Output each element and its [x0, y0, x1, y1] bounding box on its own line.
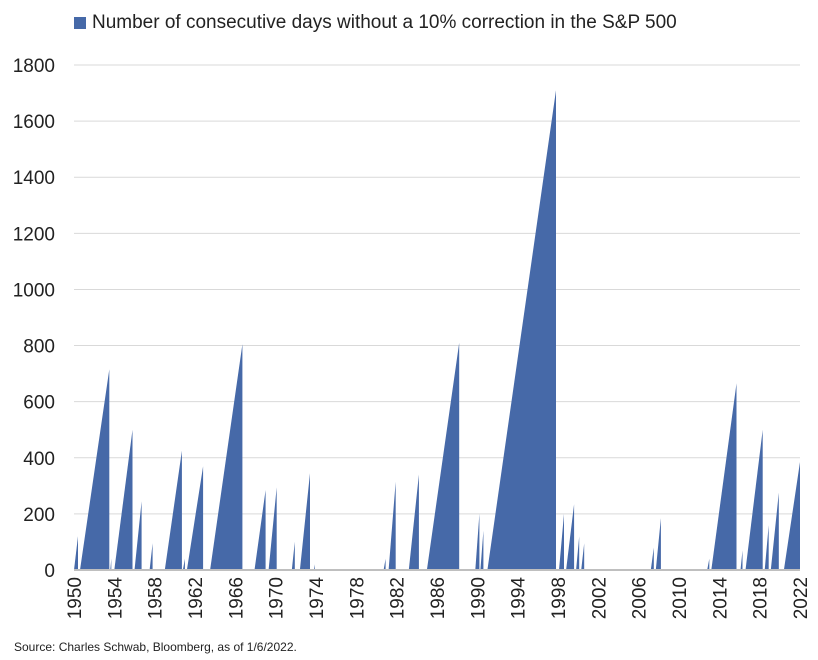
area-segment-12 [268, 487, 277, 570]
area-segment-11 [254, 490, 266, 570]
area-segment-26 [581, 543, 585, 570]
legend-label: Number of consecutive days without a 10%… [92, 12, 677, 33]
area-segment-8 [182, 558, 185, 570]
source-note: Source: Charles Schwab, Bloomberg, as of… [14, 640, 297, 654]
area-segment-16 [383, 558, 386, 570]
x-tick-label-1966: 1966 [226, 577, 247, 619]
area-segment-32 [745, 429, 763, 570]
x-tick-label-1962: 1962 [186, 577, 207, 619]
x-tick-label-1978: 1978 [347, 577, 368, 619]
area-segment-35 [783, 462, 800, 570]
y-tick-label-1200: 1200 [13, 224, 55, 245]
area-segment-28 [655, 518, 661, 570]
x-tick-label-1958: 1958 [146, 577, 167, 619]
x-tick-label-1982: 1982 [388, 577, 409, 619]
legend-swatch [74, 17, 86, 29]
area-segment-2 [80, 369, 110, 570]
x-tick-label-1994: 1994 [509, 577, 530, 620]
area-segment-6 [149, 543, 153, 570]
area-segment-7 [164, 450, 182, 570]
legend: Number of consecutive days without a 10%… [74, 12, 677, 34]
area-segment-29 [707, 558, 710, 570]
area-segment-3 [110, 558, 112, 570]
x-tick-label-2010: 2010 [670, 577, 691, 619]
x-tick-label-1986: 1986 [428, 577, 449, 619]
area-segment-5 [134, 501, 142, 570]
area-segment-18 [408, 474, 419, 570]
x-tick-label-1954: 1954 [105, 577, 126, 620]
y-tick-label-600: 600 [23, 393, 55, 414]
x-tick-label-1998: 1998 [549, 577, 570, 619]
x-tick-label-2006: 2006 [630, 577, 651, 619]
area-segment-1 [74, 536, 78, 570]
area-segment-17 [388, 481, 396, 570]
area-segment-25 [576, 536, 580, 570]
x-tick-label-1990: 1990 [468, 577, 489, 619]
area-segment-24 [566, 504, 575, 570]
area-segment-19 [426, 342, 460, 570]
x-tick-label-2014: 2014 [710, 577, 731, 620]
grid-lines [74, 64, 800, 515]
y-tick-label-1600: 1600 [13, 112, 55, 133]
x-tick-label-1970: 1970 [267, 577, 288, 619]
area-segment-27 [650, 547, 654, 570]
y-tick-labels: 0 200 400 600 800 1000 1200 1400 1600 1800 [13, 56, 55, 582]
area-segment-21 [480, 530, 484, 570]
area-segment-4 [114, 429, 133, 570]
x-tick-label-1950: 1950 [65, 577, 86, 619]
area-segment-15 [314, 564, 315, 570]
area-series [74, 90, 800, 571]
area-segment-20 [475, 513, 480, 570]
area-segment-14 [299, 473, 310, 570]
y-tick-label-1400: 1400 [13, 168, 55, 189]
y-tick-label-400: 400 [23, 449, 55, 470]
x-tick-label-1974: 1974 [307, 577, 328, 620]
y-tick-label-0: 0 [44, 561, 55, 582]
x-tick-labels: 1950 1954 1958 1962 1966 1970 1974 1978 1982 1986… [65, 577, 812, 620]
x-tick-label-2018: 2018 [751, 577, 772, 619]
y-tick-label-1000: 1000 [13, 280, 55, 301]
y-tick-label-200: 200 [23, 505, 55, 526]
y-tick-label-800: 800 [23, 337, 55, 358]
x-tick-label-2022: 2022 [791, 577, 812, 619]
area-segment-9 [186, 466, 204, 570]
area-segment-23 [559, 513, 564, 570]
area-segment-34 [770, 492, 779, 570]
area-segment-30 [711, 383, 737, 570]
area-segment-10 [210, 344, 243, 570]
area-segment-31 [740, 550, 743, 570]
x-tick-label-2002: 2002 [589, 577, 610, 619]
area-segment-33 [764, 525, 769, 570]
area-segment-22 [487, 90, 556, 571]
area-segment-13 [291, 541, 295, 570]
y-tick-label-1800: 1800 [13, 56, 55, 77]
